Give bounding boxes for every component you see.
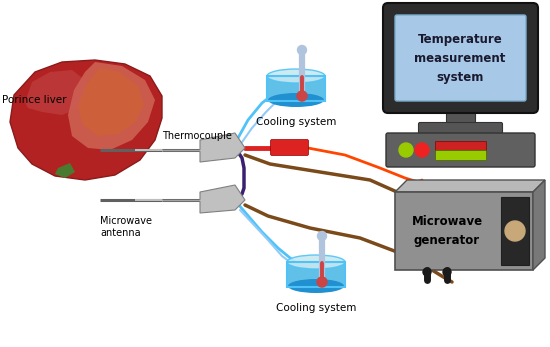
Circle shape <box>415 143 429 157</box>
Polygon shape <box>25 70 88 115</box>
Polygon shape <box>68 62 155 150</box>
Ellipse shape <box>287 255 345 269</box>
FancyBboxPatch shape <box>268 76 324 100</box>
FancyBboxPatch shape <box>271 139 309 155</box>
Circle shape <box>298 45 306 54</box>
Circle shape <box>297 91 307 101</box>
Polygon shape <box>78 68 144 136</box>
Ellipse shape <box>267 69 325 83</box>
Text: Cooling system: Cooling system <box>276 303 356 313</box>
Polygon shape <box>533 180 545 270</box>
Circle shape <box>443 268 451 276</box>
Polygon shape <box>10 60 162 180</box>
Text: Porince liver: Porince liver <box>2 95 67 105</box>
FancyBboxPatch shape <box>436 142 487 152</box>
Text: Cooling system: Cooling system <box>256 117 336 127</box>
Ellipse shape <box>268 93 324 107</box>
Polygon shape <box>395 180 545 192</box>
Polygon shape <box>55 163 75 178</box>
FancyBboxPatch shape <box>288 262 344 286</box>
FancyBboxPatch shape <box>395 192 533 270</box>
FancyBboxPatch shape <box>446 108 475 126</box>
Ellipse shape <box>288 279 344 293</box>
Text: Microwave
antenna: Microwave antenna <box>100 216 152 238</box>
Text: Microwave
generator: Microwave generator <box>411 215 482 247</box>
FancyBboxPatch shape <box>383 3 538 113</box>
Circle shape <box>423 268 431 276</box>
FancyBboxPatch shape <box>419 122 503 136</box>
Circle shape <box>505 221 525 241</box>
Text: Thermocouple: Thermocouple <box>162 131 232 141</box>
FancyBboxPatch shape <box>436 151 487 161</box>
FancyBboxPatch shape <box>395 15 526 101</box>
Circle shape <box>317 231 327 240</box>
Polygon shape <box>200 133 245 162</box>
Polygon shape <box>200 185 245 213</box>
Text: Temperature
measurement
system: Temperature measurement system <box>414 33 505 84</box>
Circle shape <box>399 143 413 157</box>
Circle shape <box>317 277 327 287</box>
FancyBboxPatch shape <box>501 197 529 265</box>
FancyBboxPatch shape <box>386 133 535 167</box>
